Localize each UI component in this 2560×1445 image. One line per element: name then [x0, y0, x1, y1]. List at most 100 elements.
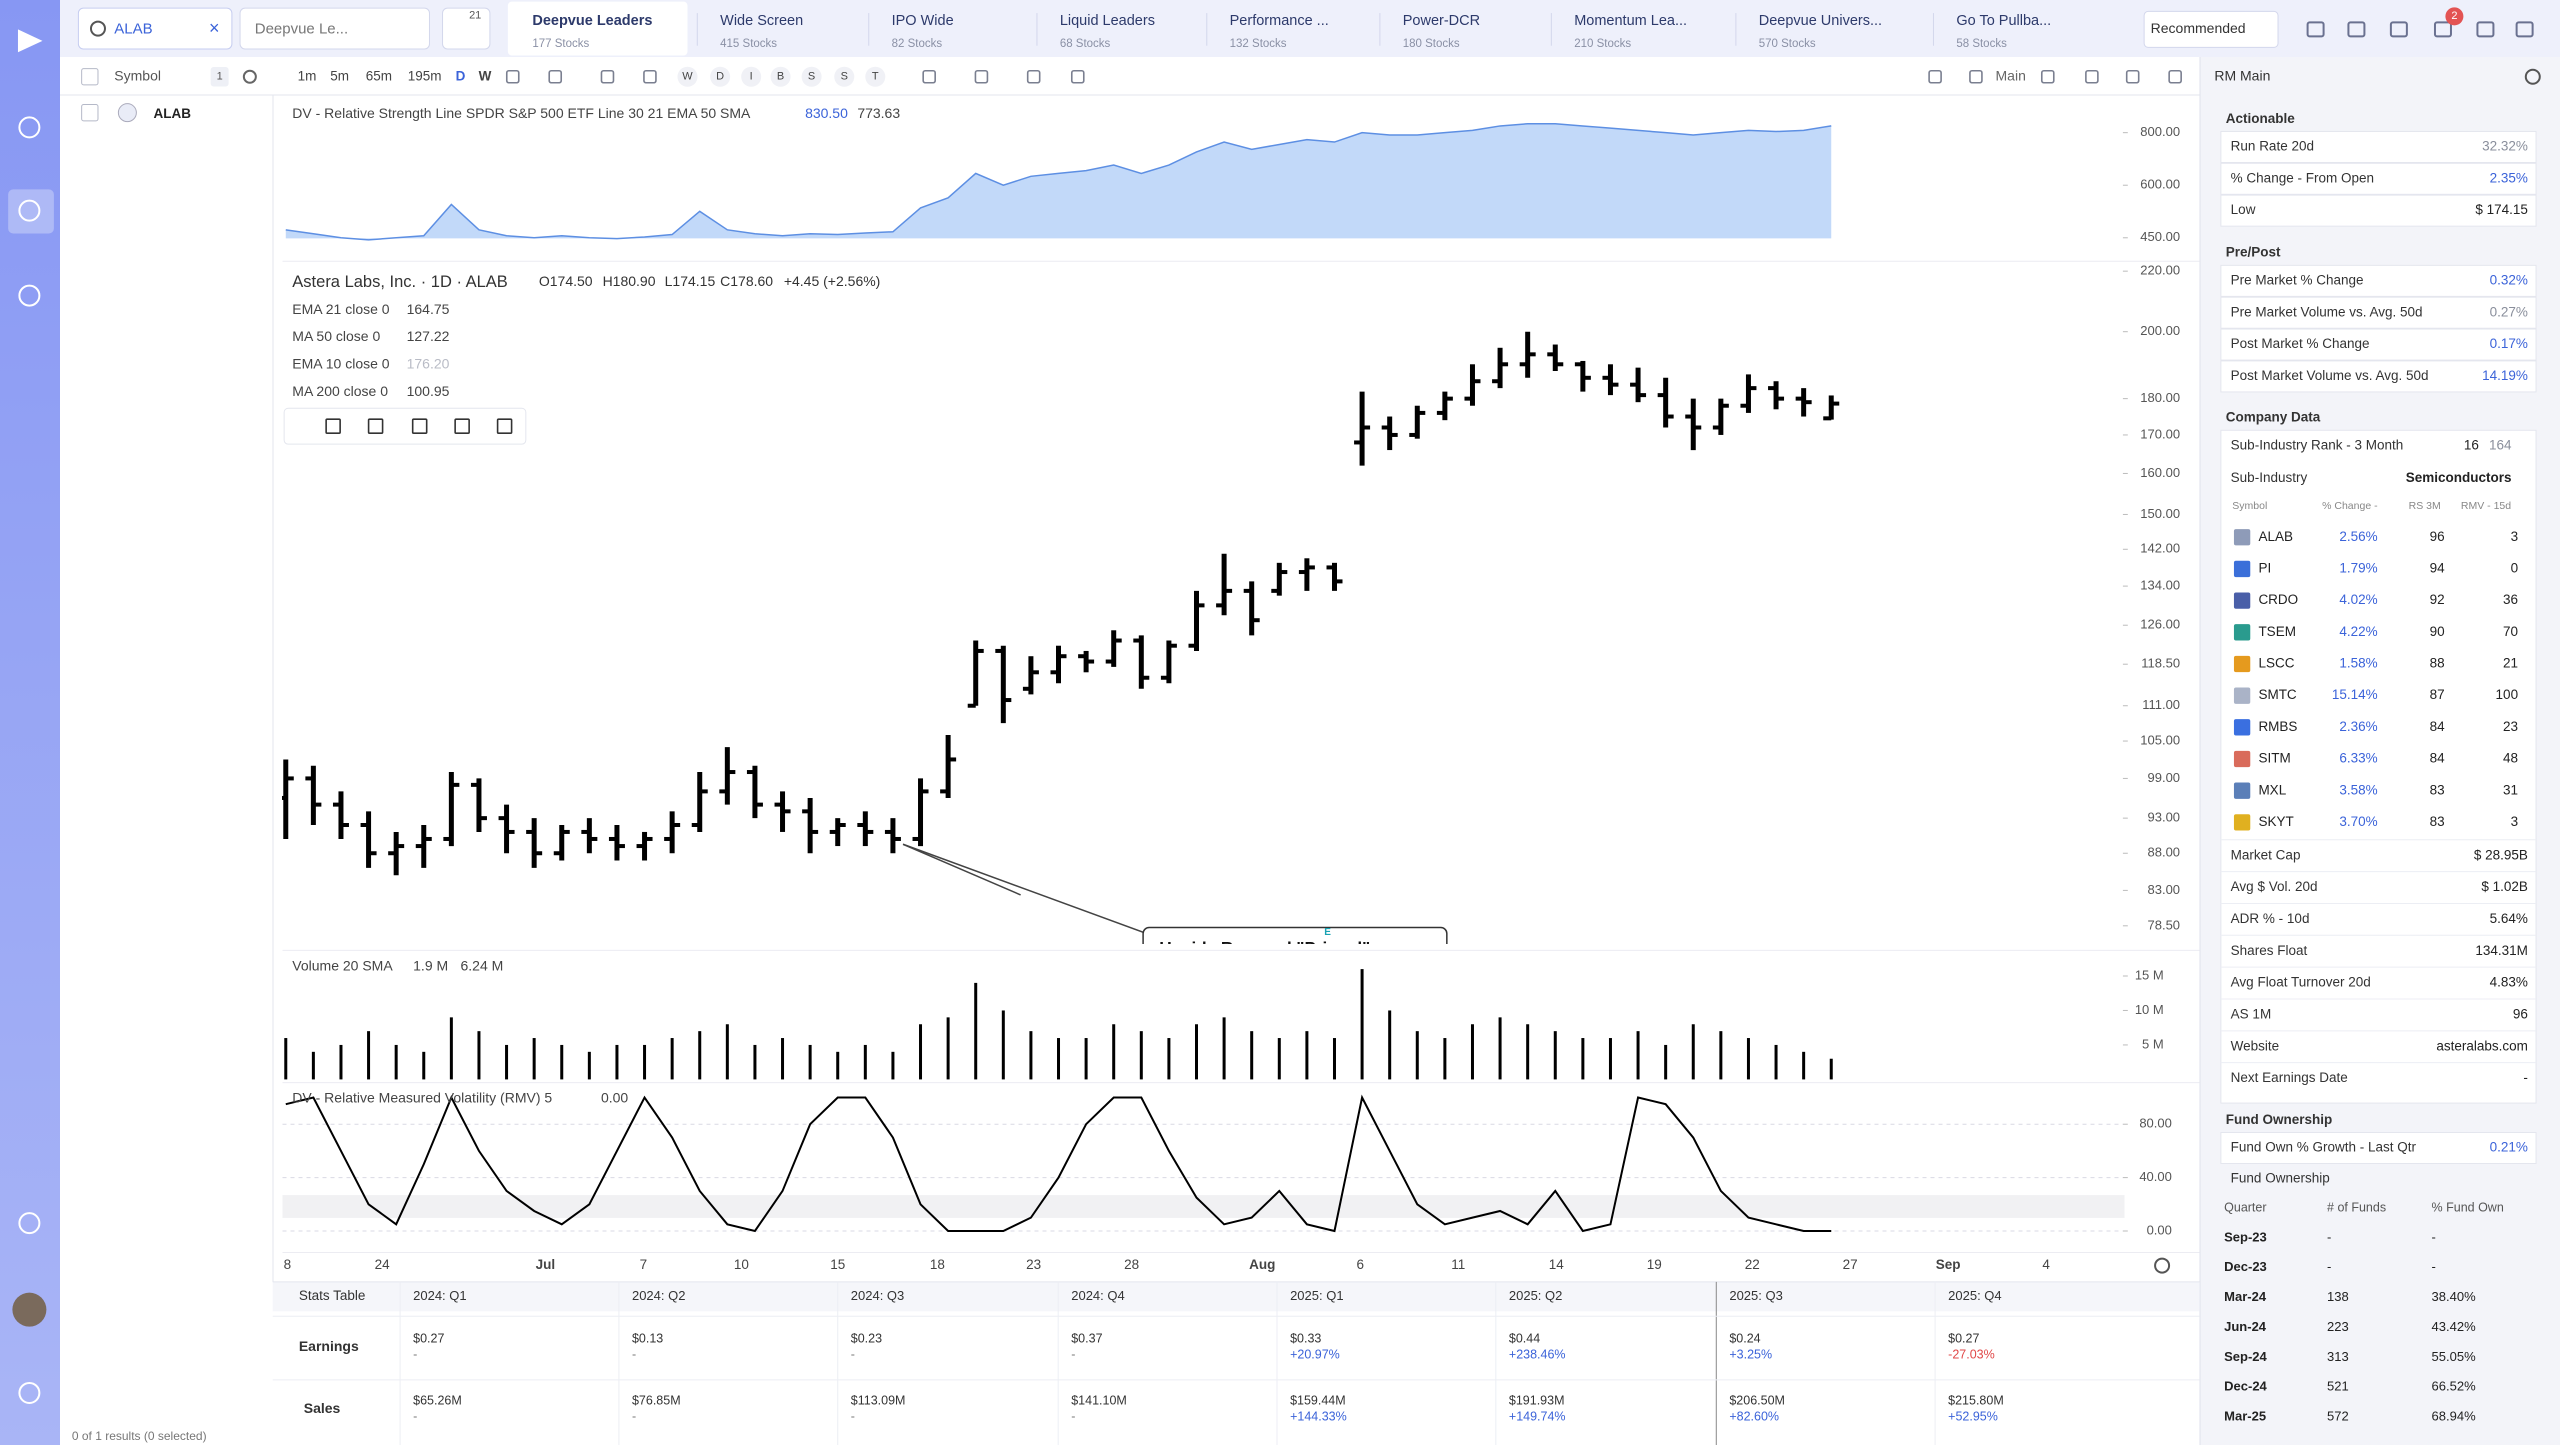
- peer-symbol[interactable]: SITM: [2258, 751, 2290, 766]
- flag-button[interactable]: [710, 66, 731, 87]
- tab-name[interactable]: Wide Screen: [720, 13, 803, 29]
- drawing-tool[interactable]: [454, 418, 470, 435]
- sort-box[interactable]: [2143, 10, 2279, 48]
- watchlist-box[interactable]: [239, 7, 430, 50]
- flag-button[interactable]: [801, 66, 822, 87]
- tool-icon[interactable]: [974, 69, 989, 84]
- tab-name[interactable]: Momentum Lea...: [1574, 13, 1687, 29]
- tab-name[interactable]: Liquid Leaders: [1060, 13, 1155, 29]
- peer-symbol[interactable]: LSCC: [2258, 656, 2294, 671]
- stats-cell-change: -: [1071, 1348, 1075, 1362]
- axis-settings[interactable]: [2154, 1257, 2171, 1274]
- peer-symbol[interactable]: ALAB: [2258, 529, 2293, 544]
- stats-column: 2025: Q4: [1948, 1288, 2002, 1303]
- stats-cell: $159.44M: [1290, 1393, 1346, 1407]
- tool-icon[interactable]: [2125, 69, 2140, 84]
- nav-charts[interactable]: [18, 199, 41, 222]
- x-tick-label: 23: [1026, 1257, 1041, 1272]
- nav-learn[interactable]: [18, 1212, 41, 1235]
- toolbar-icon[interactable]: [2389, 21, 2408, 38]
- toolbar-icon[interactable]: [2515, 21, 2534, 38]
- flag-button[interactable]: [741, 66, 762, 87]
- toolbar-icon[interactable]: [2306, 21, 2325, 38]
- price-bars: [282, 331, 1840, 876]
- tool-icon[interactable]: [2168, 69, 2182, 84]
- volume-bar: [1332, 1038, 1336, 1080]
- fund-cell: Dec-24: [2224, 1379, 2267, 1394]
- y-tick-label: 142.00: [2140, 541, 2180, 556]
- flag-button[interactable]: [865, 66, 886, 87]
- peer-symbol[interactable]: SKYT: [2258, 814, 2293, 829]
- tool-icon[interactable]: [922, 69, 936, 84]
- timeframe[interactable]: D: [456, 68, 466, 83]
- row-value: 0.21%: [2490, 1140, 2528, 1155]
- tab-name[interactable]: Go To Pullba...: [1956, 13, 2051, 29]
- tool-icon[interactable]: [1026, 69, 1041, 84]
- quote: L174.15: [665, 273, 716, 289]
- search-box[interactable]: [77, 7, 233, 50]
- x-tick-label: 15: [830, 1257, 845, 1272]
- tool-icon[interactable]: [600, 69, 615, 84]
- volume-bar: [1664, 1044, 1668, 1080]
- symbol[interactable]: ALAB: [154, 106, 192, 121]
- peer-symbol[interactable]: CRDO: [2258, 592, 2298, 607]
- y-tick-label: 93.00: [2148, 810, 2181, 825]
- watchlist-badge[interactable]: [442, 7, 491, 50]
- volume-bar: [725, 1024, 729, 1080]
- peer-symbol[interactable]: PI: [2258, 560, 2271, 575]
- timeframe[interactable]: 195m: [408, 68, 442, 83]
- timeframe[interactable]: W: [479, 68, 492, 83]
- timeframe[interactable]: 1m: [298, 68, 317, 83]
- drawing-tool[interactable]: [325, 418, 341, 435]
- peer-rmv: 0: [2511, 560, 2519, 575]
- list-settings[interactable]: [242, 69, 257, 84]
- flag-button[interactable]: [770, 66, 791, 87]
- drawing-tool[interactable]: [411, 418, 428, 435]
- peer-symbol[interactable]: SMTC: [2258, 687, 2296, 702]
- x-tick-label: 4: [2042, 1257, 2050, 1272]
- tool-icon[interactable]: [643, 69, 657, 84]
- row-label: Avg $ Vol. 20d: [2231, 879, 2318, 894]
- stats-title: Stats Table: [299, 1288, 366, 1303]
- tool-icon[interactable]: [2040, 69, 2055, 84]
- flag-label: S: [841, 71, 848, 83]
- clear-search[interactable]: ×: [209, 18, 220, 38]
- stats-cell-change: -: [413, 1410, 417, 1424]
- nav-screener[interactable]: [18, 116, 41, 139]
- avatar[interactable]: [12, 1292, 47, 1327]
- tab-name[interactable]: IPO Wide: [892, 13, 954, 29]
- row-value[interactable]: asteralabs.com: [2436, 1038, 2528, 1053]
- row-value: 0.32%: [2490, 272, 2528, 287]
- select-all[interactable]: [81, 68, 99, 86]
- timeframe[interactable]: 65m: [366, 68, 392, 83]
- row-value: $ 1.02B: [2481, 879, 2528, 894]
- tool-icon[interactable]: [548, 69, 563, 84]
- tool-icon[interactable]: [2085, 69, 2099, 84]
- timeframe[interactable]: 5m: [330, 68, 349, 83]
- nav-help[interactable]: [18, 1381, 41, 1404]
- tab-name[interactable]: Deepvue Leaders: [532, 13, 652, 29]
- toolbar-icon[interactable]: [2476, 21, 2495, 38]
- flag-button[interactable]: [834, 66, 855, 87]
- peer-symbol[interactable]: TSEM: [2258, 624, 2296, 639]
- tool-icon[interactable]: [505, 69, 520, 84]
- tool-icon[interactable]: [1969, 69, 1983, 84]
- row-value[interactable]: Semiconductors: [2406, 470, 2512, 485]
- peer-symbol[interactable]: RMBS: [2258, 719, 2297, 734]
- row-check[interactable]: [81, 104, 99, 122]
- peer-symbol[interactable]: MXL: [2258, 782, 2286, 797]
- nav-favorites[interactable]: [18, 284, 41, 307]
- drawing-tool[interactable]: [367, 418, 384, 435]
- row-value: 0.17%: [2490, 336, 2528, 351]
- tool-icon[interactable]: [1070, 69, 1085, 84]
- tab-name[interactable]: Deepvue Univers...: [1759, 13, 1882, 29]
- panel-settings[interactable]: [2524, 68, 2541, 85]
- tab-name[interactable]: Performance ...: [1230, 13, 1329, 29]
- toolbar-icon[interactable]: [2433, 21, 2452, 38]
- tab-name[interactable]: Power-DCR: [1403, 13, 1480, 29]
- drawing-tool[interactable]: [496, 418, 513, 435]
- flag-button[interactable]: [677, 66, 698, 87]
- toolbar-icon[interactable]: [2347, 21, 2366, 38]
- tool-icon[interactable]: [1928, 69, 1942, 84]
